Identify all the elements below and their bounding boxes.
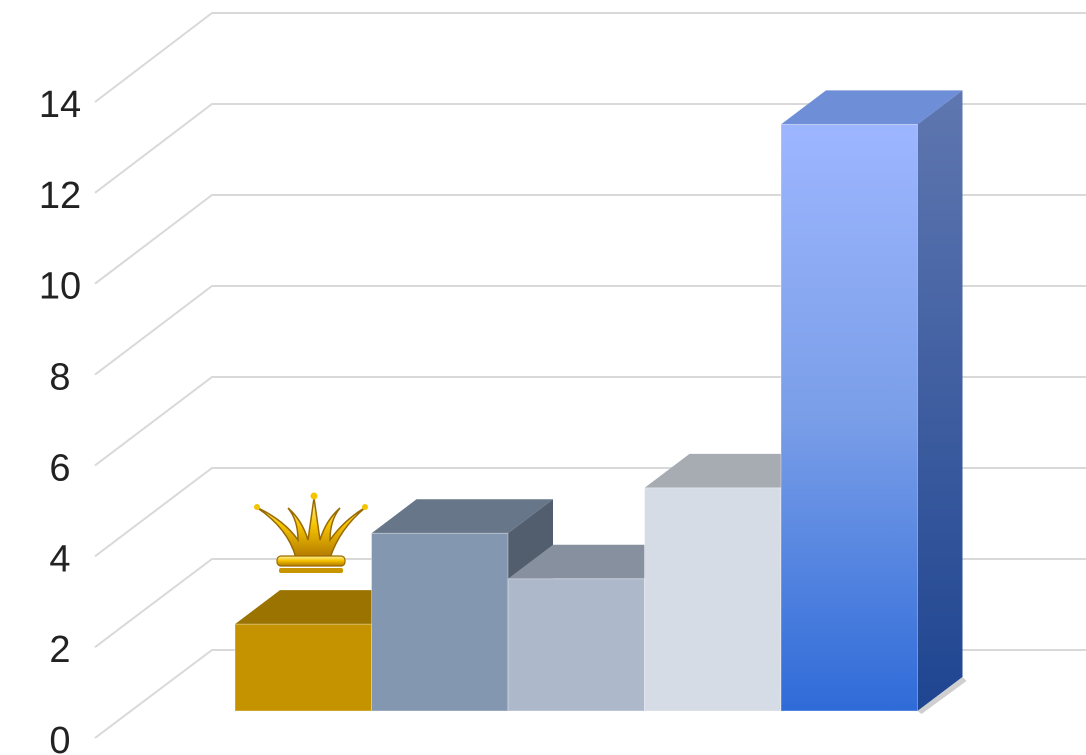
y-tick-label: 14	[39, 84, 81, 126]
bar-shadow	[917, 677, 967, 714]
bars	[234, 90, 967, 714]
crown-icon	[254, 492, 368, 573]
y-tick-label: 12	[39, 175, 81, 217]
y-tick-label: 2	[49, 629, 70, 671]
y-tick-label: 10	[39, 266, 81, 308]
gridline	[94, 103, 1086, 194]
y-tick-label: 4	[49, 538, 70, 580]
gridlines	[94, 12, 1086, 739]
y-tick-label: 6	[49, 447, 70, 489]
bar	[780, 90, 963, 712]
bar	[371, 499, 553, 712]
gridline	[94, 12, 1086, 103]
y-axis-ticks: 0 2 4 6 8 10 12 14	[39, 84, 81, 755]
y-tick-label: 0	[49, 720, 70, 755]
y-tick-label: 8	[49, 357, 70, 399]
